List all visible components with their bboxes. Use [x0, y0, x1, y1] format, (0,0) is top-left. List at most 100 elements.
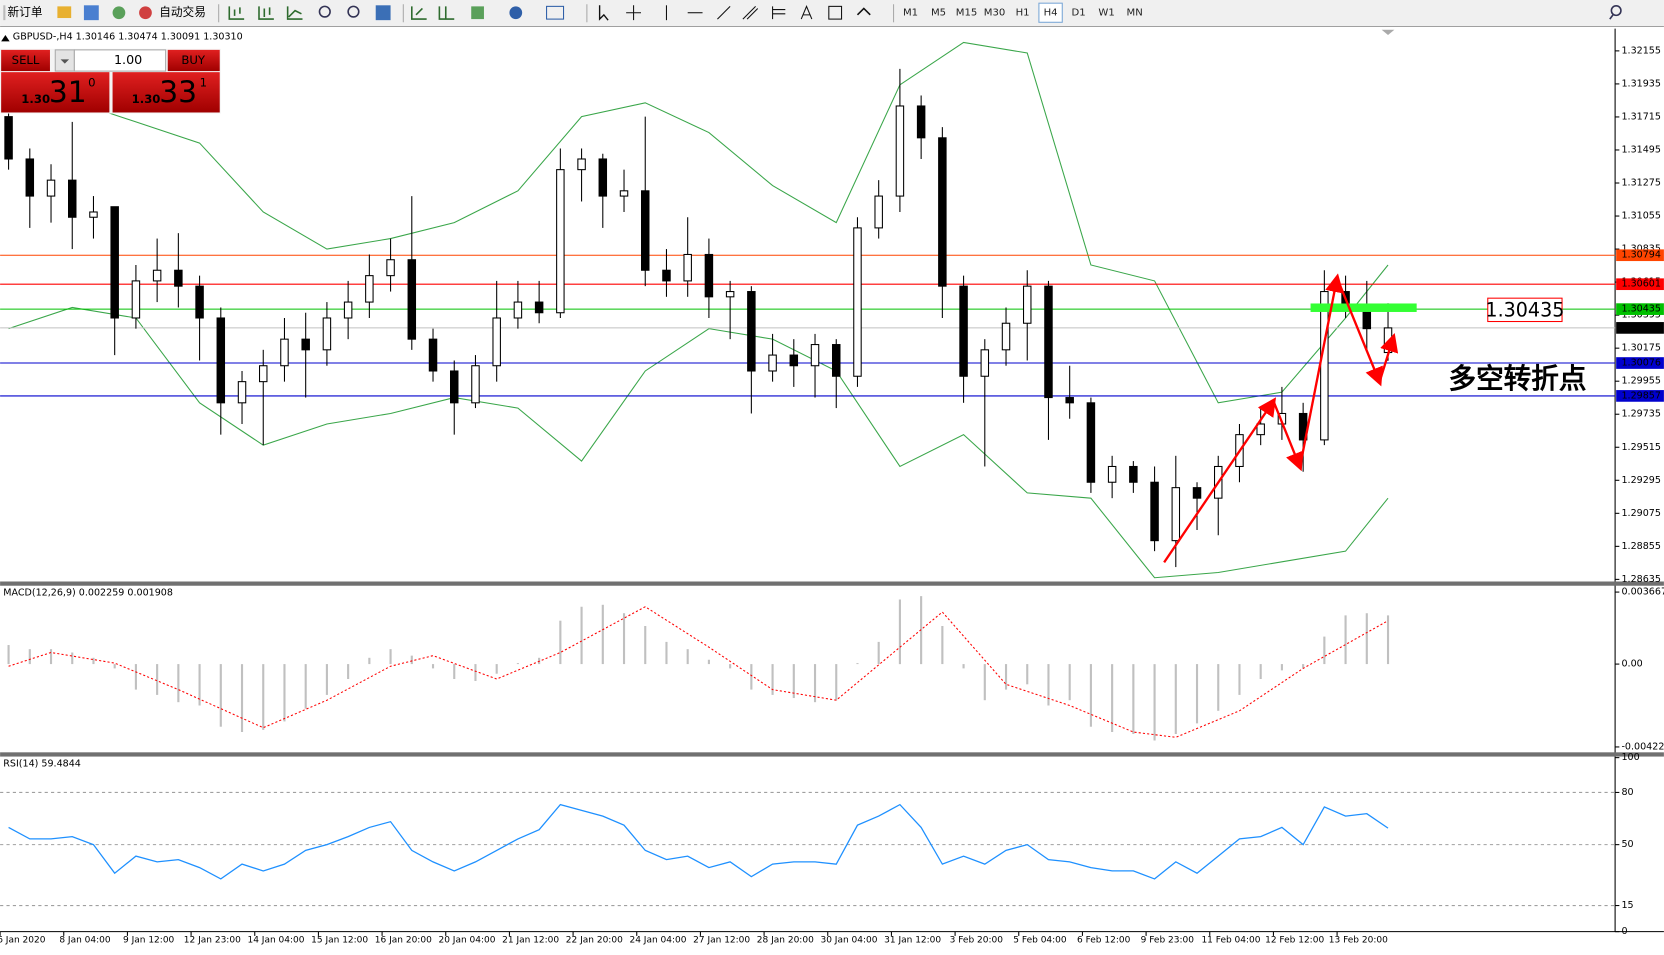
y-tick-label: 1.28635 [1621, 574, 1660, 585]
y-tick-label: 1.30395 [1621, 310, 1660, 321]
icon[interactable] [83, 5, 99, 21]
text-icon[interactable] [800, 4, 813, 20]
icon[interactable] [57, 6, 72, 19]
candle-body [789, 354, 799, 367]
bar-chart-icon[interactable] [228, 6, 245, 20]
timeframe-button[interactable]: D1 [1072, 8, 1086, 19]
candle-body [980, 349, 990, 377]
x-tick-label: 16 Jan 20:00 [375, 936, 432, 946]
periods-icon[interactable] [509, 6, 523, 20]
x-tick-label: 12 Feb 12:00 [1265, 936, 1324, 946]
y-tick-label: 1.28855 [1621, 541, 1660, 552]
candle-body [895, 105, 905, 197]
candle-icon[interactable] [258, 6, 274, 20]
candle-body [110, 206, 119, 319]
timeframe-button[interactable]: H1 [1016, 8, 1030, 19]
rsi-panel: 100 80 50 15 0 6 Jan 2020 8 Jan 04:00 9 Jan 12:… [0, 752, 1640, 946]
templates-icon[interactable] [546, 5, 565, 20]
candle-body [174, 269, 183, 287]
timeframe-button[interactable]: MN [1127, 8, 1143, 19]
icon[interactable] [112, 6, 126, 20]
price-tag [1616, 303, 1664, 315]
candle-body [1320, 291, 1329, 441]
timeframe-button[interactable]: M1 [903, 8, 918, 19]
y-tick-label: 1.29515 [1621, 442, 1660, 453]
price-tag [1616, 390, 1664, 402]
sell-price-box[interactable] [1, 72, 110, 113]
candle-body [216, 317, 226, 404]
candle-body [471, 365, 480, 404]
cursor-icon[interactable] [598, 5, 609, 21]
candle-body [1171, 487, 1181, 542]
timeframe-button[interactable]: M15 [956, 8, 978, 19]
sell-price-sup: 0 [88, 75, 95, 89]
candle-body [534, 301, 544, 314]
x-tick-label: 8 Jan 04:00 [59, 936, 111, 946]
x-tick-label: 28 Jan 20:00 [757, 936, 814, 946]
y-tick-label: 1.29955 [1621, 376, 1660, 387]
timeframe-button[interactable]: W1 [1098, 8, 1114, 19]
line-icon[interactable] [286, 6, 303, 20]
auto-trading-button[interactable]: 自动交易 [159, 5, 206, 19]
timeframe-button[interactable]: M30 [984, 8, 1006, 19]
label-icon[interactable] [828, 5, 843, 20]
candle-body [131, 280, 141, 319]
candle-body [343, 301, 353, 319]
timeframe-button[interactable]: H4 [1044, 8, 1058, 19]
y-tick-label: 15 [1621, 900, 1633, 911]
buy-price-prefix: 1.30 [132, 92, 161, 106]
new-order-button[interactable]: 新订单 [8, 5, 43, 19]
zoom-out-icon[interactable] [347, 5, 360, 18]
sell-label[interactable]: SELL [12, 53, 40, 67]
y-tick-label: 1.30835 [1621, 244, 1660, 255]
search-icon[interactable] [1610, 5, 1622, 17]
lot-value[interactable]: 1.00 [114, 53, 142, 68]
price-panel: 1.32155 1.31935 1.31715 1.31495 1.31275 1.310… [0, 41, 1664, 585]
candle-body [1256, 423, 1265, 436]
x-tick-label: 11 Feb 04:00 [1201, 936, 1260, 946]
sell-price-prefix: 1.30 [21, 92, 50, 106]
tile-icon[interactable] [375, 5, 391, 21]
fibo-icon[interactable] [772, 6, 786, 20]
lot-input[interactable] [73, 49, 167, 72]
zoom-in-icon[interactable] [318, 5, 331, 18]
buy-button[interactable] [167, 49, 220, 72]
candle-body [704, 253, 714, 298]
arrow [1298, 273, 1344, 468]
channel-icon[interactable] [742, 5, 759, 20]
x-tick-label: 9 Jan 12:00 [123, 936, 175, 946]
shift-icon[interactable] [438, 6, 455, 20]
timeframe-button[interactable]: M5 [931, 8, 946, 19]
chart-title: GBPUSD-,H4 1.30146 1.30474 1.30091 1.303… [13, 32, 243, 43]
buy-price-box[interactable] [112, 72, 220, 113]
one-click-panel: SELL 1.00 BUY 1.30 31 0 1.30 33 1 [0, 48, 221, 114]
candle-body [1023, 285, 1032, 324]
price-tag-label: 1.29857 [1621, 390, 1660, 401]
annotation-box [1487, 297, 1563, 323]
indicators-icon[interactable] [471, 6, 484, 20]
toolbar [0, 0, 1664, 27]
candle-body [556, 169, 565, 314]
price-tag [1616, 322, 1664, 334]
scroll-icon[interactable] [411, 6, 427, 20]
candle-body [237, 381, 247, 404]
candle-body [1086, 402, 1096, 483]
arrow [1378, 332, 1399, 383]
arrows-icon[interactable] [856, 7, 871, 16]
chart-area [0, 28, 1664, 955]
collapse-icon[interactable] [1, 35, 10, 42]
icon[interactable] [139, 6, 152, 20]
sell-button[interactable] [1, 49, 50, 72]
candle-body [301, 338, 310, 351]
candle-body [89, 211, 98, 218]
crosshair-icon[interactable] [626, 5, 641, 21]
buy-label[interactable]: BUY [181, 53, 206, 67]
candle-body [853, 227, 862, 377]
rsi-line [8, 803, 1389, 880]
price-tag-label: 1.30794 [1621, 250, 1660, 261]
x-tick-label: 27 Jan 12:00 [693, 936, 750, 946]
x-tick-label: 24 Jan 04:00 [629, 936, 686, 946]
y-tick-label: 1.31495 [1621, 144, 1660, 155]
search-icon[interactable] [1609, 14, 1614, 20]
trendline-icon[interactable] [717, 5, 731, 20]
